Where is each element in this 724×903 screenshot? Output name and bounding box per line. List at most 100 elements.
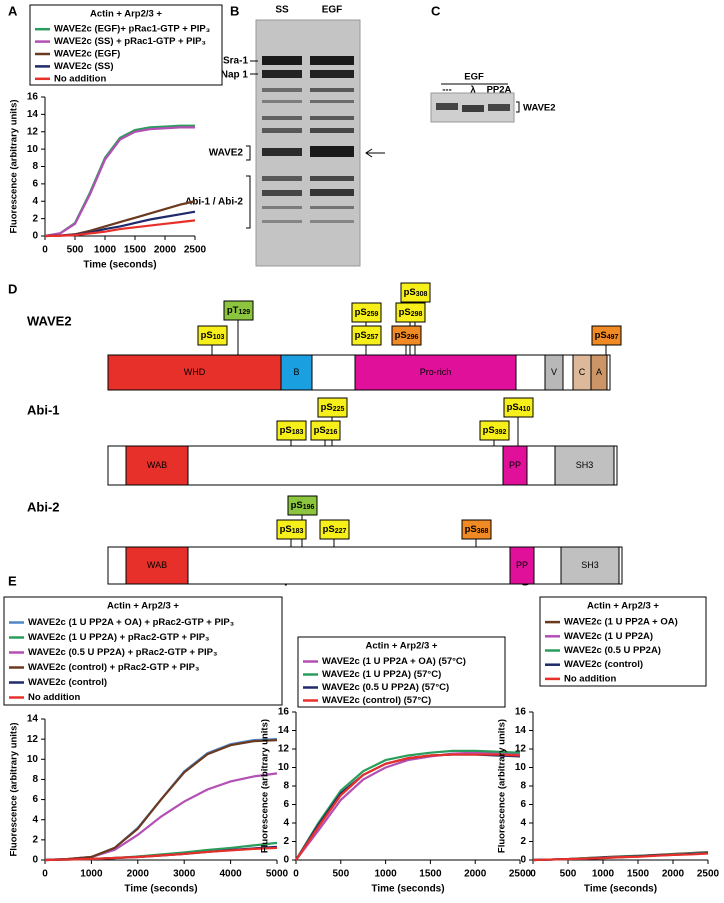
- x-tick-label: 2000: [464, 869, 487, 880]
- x-tick-label: 3000: [173, 869, 196, 880]
- site-position: 129: [238, 309, 250, 316]
- x-axis-title: Time (seconds): [83, 260, 156, 271]
- y-tick-label: 2: [520, 836, 526, 847]
- series-line: [295, 753, 521, 861]
- lane-label: EGF: [322, 5, 343, 16]
- y-axis-title: Fluorescence (arbitrary units): [9, 722, 20, 856]
- site-residue: pS: [291, 500, 303, 511]
- site-label: pS216: [314, 425, 338, 436]
- legend-title: Actin + Arp2/3 +: [587, 601, 659, 612]
- legend-label: WAVE2c (1 U PP2A + OA) (57°C): [322, 656, 466, 667]
- site-position: 259: [367, 311, 379, 318]
- legend-label: WAVE2c (1 U PP2A + OA) + pRac2-GTP + PIP…: [28, 617, 234, 628]
- site-position: 296: [407, 334, 419, 341]
- y-tick-label: 2: [283, 836, 289, 847]
- site-position: 308: [416, 291, 428, 298]
- domain: [280, 354, 313, 391]
- site-label: pS227: [323, 524, 347, 535]
- y-tick-label: 4: [32, 196, 38, 207]
- site-label: pS259: [355, 307, 379, 318]
- site-position: 216: [326, 429, 338, 436]
- site-position: 298: [411, 311, 423, 318]
- y-tick-label: 2: [32, 834, 38, 845]
- site-label: pS103: [201, 330, 225, 341]
- x-tick-label: 2000: [154, 245, 177, 256]
- domain-label: SH3: [576, 460, 594, 470]
- series-line: [532, 852, 709, 862]
- site-position: 257: [367, 334, 379, 341]
- y-tick-label: 0: [32, 855, 38, 866]
- legend-label: WAVE2c (SS): [54, 61, 113, 72]
- legend-label: WAVE2c (control): [28, 677, 107, 688]
- site-residue: pS: [404, 287, 416, 298]
- site-label: pS296: [395, 330, 419, 341]
- y-axis-title: Fluorescence (arbitrary units): [9, 99, 20, 233]
- x-tick-label: 2000: [127, 869, 150, 880]
- y-tick-label: 6: [520, 799, 526, 810]
- site-box: [391, 325, 422, 346]
- legend-box: [297, 636, 506, 708]
- gel-header: EGF: [464, 72, 484, 83]
- x-tick-label: 0: [530, 869, 536, 880]
- x-tick-label: 2500: [184, 245, 207, 256]
- domain-label: Pro-rich: [420, 367, 452, 377]
- x-tick-label: 1500: [419, 869, 442, 880]
- site-residue: pS: [399, 307, 411, 318]
- legend-box: [3, 596, 283, 706]
- y-tick-label: 14: [27, 109, 39, 120]
- y-tick-label: 10: [27, 754, 39, 765]
- y-tick-label: 8: [520, 781, 526, 792]
- site-position: 183: [292, 429, 304, 436]
- legend-label: WAVE2c (1 U PP2A) (57°C): [322, 669, 441, 680]
- gel-c: [430, 83, 520, 123]
- panel-letter: D: [8, 281, 17, 296]
- domain-label: A: [596, 367, 602, 377]
- site-label: pS368: [465, 524, 489, 535]
- series-line: [295, 753, 521, 861]
- domain: [354, 354, 517, 391]
- protein-bar: [107, 546, 623, 585]
- y-tick-label: 6: [283, 799, 289, 810]
- domain-label: WAB: [147, 560, 167, 570]
- domain-label: V: [551, 367, 557, 377]
- domain-label: WAB: [147, 460, 167, 470]
- site-box: [351, 325, 382, 346]
- domain: [502, 445, 528, 486]
- site-residue: pS: [201, 330, 213, 341]
- site-box: [479, 420, 510, 441]
- site-label: pS257: [355, 330, 379, 341]
- legend-label: WAVE2c (0.5 U PP2A) (57°C): [322, 682, 449, 693]
- band-label: Nap 1: [221, 70, 249, 81]
- y-tick-label: 16: [278, 707, 290, 718]
- site-position: 227: [335, 528, 347, 535]
- y-tick-label: 14: [278, 725, 290, 736]
- site-residue: pS: [323, 524, 335, 535]
- site-residue: pT: [227, 305, 239, 316]
- legend-label: No addition: [54, 73, 106, 84]
- gel-b: [246, 19, 385, 267]
- domain: [554, 445, 615, 486]
- site-residue: pS: [595, 330, 607, 341]
- domain: [544, 354, 564, 391]
- legend-title: Actin + Arp2/3 +: [366, 641, 438, 652]
- x-tick-label: 0: [293, 869, 299, 880]
- x-axis-title: Time (seconds): [584, 884, 657, 895]
- site-box: [287, 495, 318, 516]
- legend-label: WAVE2c (0.5 U PP2A) + pRac2-GTP + PIP₃: [28, 647, 217, 658]
- lane-label: PP2A: [487, 85, 512, 96]
- protein-name: WAVE2: [27, 313, 72, 328]
- legend-title: Actin + Arp2/3 +: [107, 601, 179, 612]
- y-tick-label: 16: [515, 707, 527, 718]
- legend-label: WAVE2c (1 U PP2A): [564, 631, 653, 642]
- site-residue: pS: [280, 524, 292, 535]
- x-tick-label: 1500: [627, 869, 650, 880]
- protein-name: Abi-2: [27, 499, 60, 514]
- site-position: 225: [333, 406, 345, 413]
- site-label: pS410: [507, 402, 531, 413]
- domain-label: C: [579, 367, 586, 377]
- y-tick-label: 12: [27, 126, 39, 137]
- x-tick-label: 5000: [266, 869, 289, 880]
- site-label: pS298: [399, 307, 423, 318]
- series-line: [295, 749, 521, 861]
- x-tick-label: 500: [67, 245, 84, 256]
